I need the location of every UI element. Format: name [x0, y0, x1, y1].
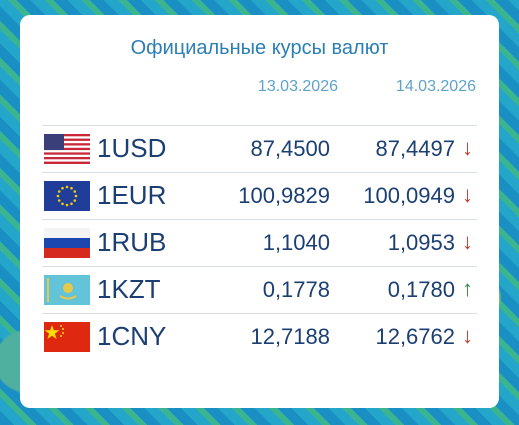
- rate: 12,7188: [250, 324, 330, 349]
- date: 13.03.2026: [257, 78, 338, 95]
- rate: 1,1040: [262, 230, 330, 255]
- rate: 87,4500: [250, 136, 330, 161]
- rate: 87,4497: [375, 136, 455, 161]
- trend-arrow: ↓: [462, 323, 473, 348]
- trend-arrow: ↓: [462, 182, 473, 207]
- rate-row: 1CNY 12,7188 12,6762 ↓: [42, 313, 477, 361]
- date: 14.03.2026: [395, 78, 476, 95]
- trend-arrow: ↓: [462, 229, 473, 254]
- flag-us: [44, 134, 90, 164]
- currency: 1CNY: [97, 321, 167, 351]
- rate: 100,9829: [238, 183, 330, 208]
- rate-row: 1USD 87,4500 87,4497 ↓: [42, 125, 477, 173]
- rates-card: Официальные курсы валют 13.03.2026 14.03…: [20, 15, 499, 408]
- rate-row: 1EUR 100,9829 100,0949 ↓: [42, 172, 477, 220]
- flag-cn: [44, 322, 90, 352]
- rate-row: 1KZT 0,1778 0,1780 ↑: [42, 266, 477, 314]
- title: Официальные курсы валют: [130, 37, 389, 59]
- rate-row: 1RUB 1,1040 1,0953 ↓: [42, 219, 477, 267]
- flag-ru: [44, 228, 90, 258]
- trend-arrow: ↓: [462, 135, 473, 160]
- rate: 1,0953: [387, 230, 455, 255]
- rate: 0,1778: [262, 277, 330, 302]
- rate: 100,0949: [363, 183, 455, 208]
- currency: 1RUB: [97, 227, 167, 257]
- currency: 1KZT: [97, 274, 161, 304]
- flag-eu: [44, 181, 90, 211]
- rate: 12,6762: [375, 324, 455, 349]
- currency: 1USD: [97, 133, 167, 163]
- trend-arrow: ↑: [462, 276, 473, 301]
- flag-kz: [44, 275, 90, 305]
- rate: 0,1780: [387, 277, 455, 302]
- currency: 1EUR: [97, 180, 167, 210]
